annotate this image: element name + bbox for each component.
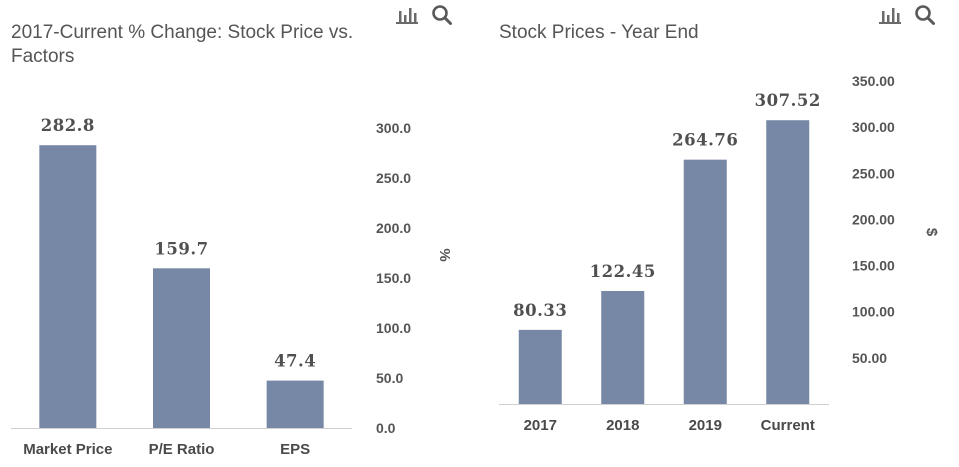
y-tick-label: 300.0	[376, 120, 411, 136]
bar-2018	[601, 290, 645, 404]
data-label: 159.7	[154, 239, 208, 258]
data-label: 264.76	[672, 131, 738, 150]
category-label: EPS	[280, 441, 310, 458]
chart-title: 2017-Current % Change: Stock Price vs. F…	[11, 22, 354, 67]
y-tick-label: 150.0	[376, 270, 411, 286]
y-tick-label: 50.00	[852, 350, 887, 366]
bar-p-e-ratio	[153, 268, 210, 428]
y-tick-label: 250.0	[376, 170, 411, 186]
category-label: P/E Ratio	[149, 441, 215, 458]
y-tick-label: 200.0	[376, 220, 411, 236]
bar-chart-icon[interactable]	[395, 5, 419, 25]
data-label: 122.45	[590, 262, 656, 281]
y-tick-label: 200.00	[852, 211, 895, 227]
y-tick-label: 50.0	[376, 370, 403, 386]
category-label: Current	[761, 417, 815, 434]
y-axis-unit-label: %	[436, 248, 453, 261]
bar-2019	[683, 159, 727, 404]
bar-chart-stock-prices: 80.33 2017 122.45 2018 264.76 2019 307.52 Curre…	[499, 73, 940, 434]
search-icon[interactable]	[914, 4, 936, 26]
y-axis-unit-label: $	[923, 228, 940, 237]
chart-toolbar	[878, 2, 936, 28]
chart-title: Stock Prices - Year End	[499, 22, 699, 43]
chart-panel-right: Stock Prices - Year End 80.33 2017 122.45 2…	[480, 0, 959, 467]
category-label: Market Price	[23, 441, 112, 458]
category-label: 2019	[689, 417, 722, 434]
y-tick-label: 100.0	[376, 320, 411, 336]
data-label: 307.52	[755, 91, 821, 110]
y-tick-label: 100.00	[852, 304, 895, 320]
data-label: 282.8	[41, 116, 95, 135]
y-tick-label: 350.00	[852, 73, 895, 89]
bar-2017	[518, 329, 562, 404]
data-label: 80.33	[513, 301, 567, 320]
y-tick-label: 150.00	[852, 258, 895, 274]
data-label: 47.4	[274, 352, 316, 371]
y-tick-label: 300.00	[852, 119, 895, 135]
category-label: 2018	[606, 417, 639, 434]
bar-current	[766, 120, 810, 404]
chart-panel-left: 2017-Current % Change: Stock Price vs. F…	[11, 2, 453, 458]
bar-chart-percent-change: 282.8 Market Price 159.7 P/E Ratio 47.4 EPS 0.…	[11, 116, 453, 458]
y-tick-label: 0.0	[376, 420, 396, 436]
bar-chart-icon[interactable]	[878, 5, 902, 25]
bar-eps	[266, 380, 324, 428]
search-icon[interactable]	[431, 4, 453, 26]
category-label: 2017	[524, 417, 557, 434]
bar-market-price	[39, 145, 97, 428]
y-tick-label: 250.00	[852, 165, 895, 181]
chart-toolbar	[395, 2, 453, 28]
